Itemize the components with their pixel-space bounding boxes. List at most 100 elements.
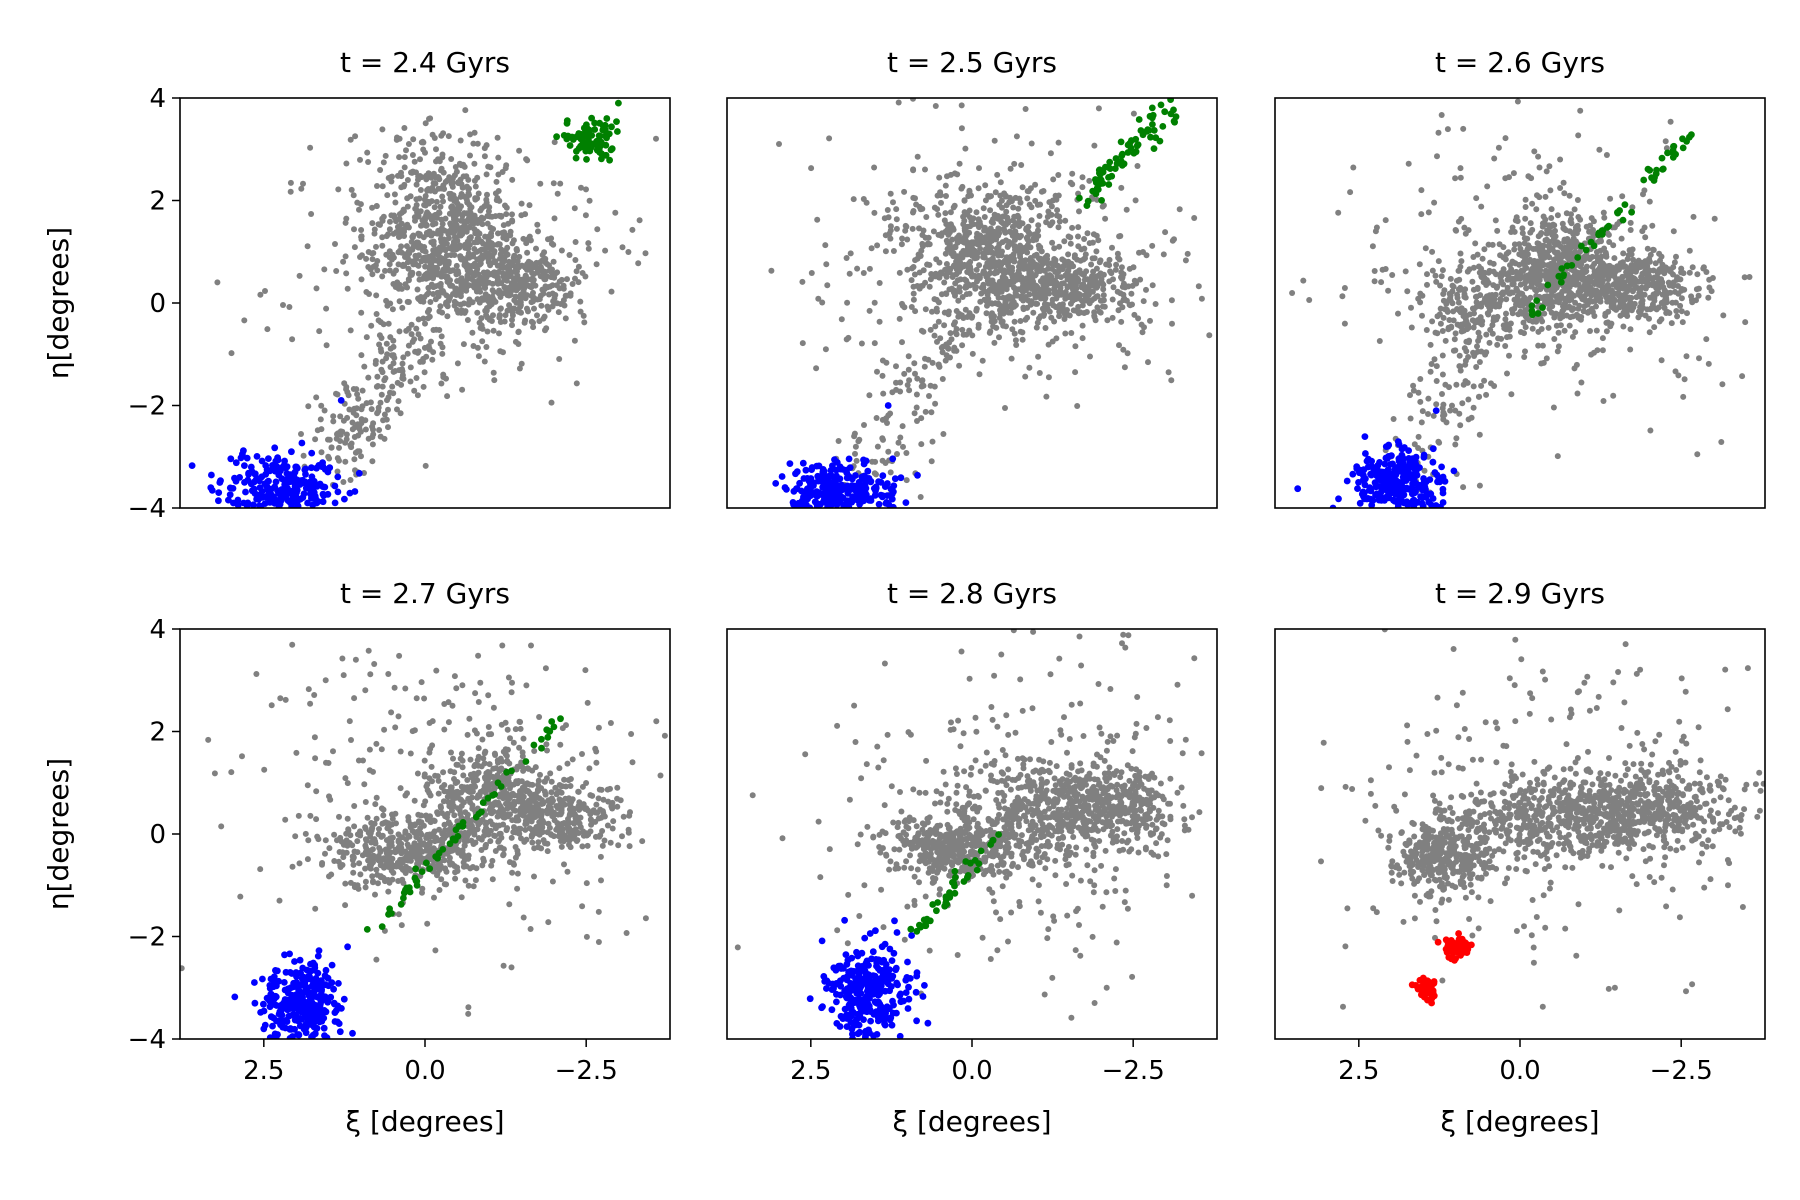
gray-cloud-point (1051, 318, 1058, 325)
gray-cloud-point (460, 341, 467, 348)
gray-cloud-point (304, 243, 311, 250)
bridge-point (893, 363, 899, 370)
gray-cloud-point (1513, 301, 1519, 308)
gray-cloud-point (939, 376, 946, 382)
gray-cloud-point (1408, 324, 1415, 331)
gray-cloud-point (355, 395, 362, 402)
blue-clump-point (843, 469, 851, 477)
blue-clump-point (319, 498, 327, 506)
gray-cloud-point (955, 297, 962, 304)
blue-clump-point (860, 488, 868, 496)
gray-cloud-point (1572, 329, 1579, 336)
gray-cloud-point (1529, 325, 1536, 332)
gray-cloud-point (926, 262, 933, 268)
gray-cloud-point (1029, 272, 1036, 279)
panel-title: t = 2.4 Gyrs (340, 46, 510, 79)
gray-cloud-point (1474, 251, 1481, 258)
gray-cloud-point (1080, 281, 1087, 288)
bridge-point (897, 379, 904, 386)
gray-cloud-point (1622, 263, 1629, 270)
gray-cloud-point (1438, 273, 1445, 280)
gray-cloud-point (499, 230, 506, 236)
gray-cloud-point (460, 161, 467, 168)
gray-cloud-point (228, 350, 235, 357)
blue-clump-point (301, 478, 309, 486)
gray-cloud-point (1650, 267, 1657, 274)
blue-clump-point (882, 500, 890, 507)
gray-cloud-point (941, 279, 948, 286)
gray-cloud-point (478, 315, 485, 322)
gray-cloud-point (1587, 222, 1594, 229)
gray-cloud-point (1404, 288, 1411, 295)
gray-cloud-point (1633, 267, 1640, 273)
gray-cloud-point (1526, 317, 1533, 324)
gray-cloud-point (518, 360, 525, 367)
gray-cloud-point (1561, 236, 1568, 243)
gray-cloud-point (1016, 263, 1022, 270)
gray-cloud-point (1648, 281, 1655, 288)
gray-cloud-point (1654, 280, 1661, 287)
bridge-point (1504, 370, 1510, 377)
gray-cloud-point (1130, 110, 1137, 117)
gray-cloud-point (1038, 248, 1045, 255)
gray-cloud-point (1492, 291, 1499, 298)
gray-cloud-point (413, 169, 419, 176)
blue-clump-point (914, 471, 921, 479)
gray-cloud-point (1629, 204, 1636, 211)
gray-cloud-point (514, 247, 520, 254)
bridge-point (343, 431, 350, 438)
gray-cloud-point (1517, 245, 1524, 252)
gray-cloud-point (1083, 268, 1090, 275)
gray-cloud-point (1055, 139, 1062, 146)
gray-cloud-point (1659, 291, 1666, 298)
gray-cloud-point (463, 196, 470, 203)
bridge-point (901, 370, 908, 377)
gray-cloud-point (1642, 234, 1649, 241)
gray-cloud-point (368, 250, 375, 257)
gray-cloud-point (1099, 303, 1106, 310)
gray-cloud-point (887, 235, 894, 242)
gray-cloud-point (1594, 347, 1601, 354)
gray-cloud-point (483, 344, 490, 350)
bridge-point (407, 364, 414, 371)
bridge-point (1417, 376, 1424, 382)
gray-cloud-point (1477, 292, 1484, 299)
gray-cloud-point (369, 256, 376, 263)
gray-cloud-point (1522, 215, 1529, 222)
gray-cloud-point (1073, 269, 1080, 276)
bridge-point (377, 399, 384, 406)
blue-clump-point (324, 490, 332, 498)
gray-cloud-point (467, 236, 473, 243)
green-stream-point (1117, 138, 1125, 146)
gray-cloud-point (962, 236, 969, 243)
gray-cloud-point (323, 342, 330, 349)
gray-cloud-point (1206, 332, 1213, 339)
gray-cloud-point (1051, 290, 1058, 297)
bridge-point (991, 339, 998, 346)
gray-cloud-point (1457, 174, 1464, 181)
gray-cloud-point (1627, 326, 1634, 333)
blue-clump-point (250, 501, 257, 508)
gray-cloud-point (935, 318, 942, 325)
green-stream-point (1105, 181, 1113, 188)
gray-cloud-point (1014, 212, 1021, 219)
gray-cloud-point (439, 151, 446, 158)
gray-cloud-point (1566, 289, 1573, 296)
gray-cloud-point (947, 209, 954, 216)
gray-cloud-point (1090, 274, 1097, 281)
gray-cloud-point (517, 303, 524, 310)
gray-cloud-point (1574, 272, 1581, 279)
gray-cloud-point (1049, 338, 1056, 345)
bridge-point (897, 434, 904, 441)
gray-cloud-point (490, 289, 497, 295)
gray-cloud-point (1007, 194, 1013, 201)
gray-cloud-point (1055, 172, 1062, 178)
gray-cloud-point (1493, 316, 1500, 323)
gray-cloud-point (1542, 252, 1549, 259)
gray-cloud-point (1030, 261, 1037, 268)
gray-cloud-point (435, 185, 442, 192)
gray-cloud-point (1677, 302, 1684, 309)
gray-cloud-point (983, 298, 990, 305)
gray-cloud-point (579, 270, 586, 276)
gray-cloud-point (1690, 213, 1697, 220)
